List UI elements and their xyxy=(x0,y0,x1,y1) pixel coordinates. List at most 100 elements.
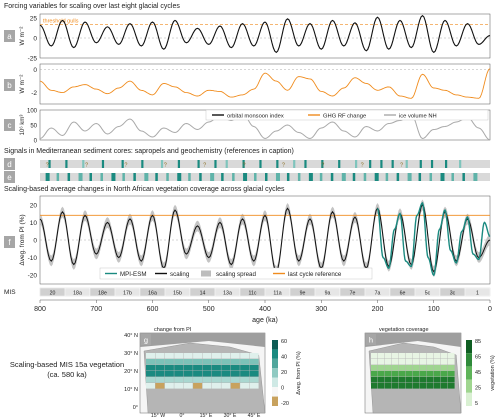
geochem-mark-31 xyxy=(385,173,389,181)
panel-f-ylabel: Δveg. from PI (%) xyxy=(19,214,26,265)
panel-b-frame xyxy=(39,63,491,105)
map-h-cell xyxy=(385,353,392,359)
map-g-lat-label: 20° N xyxy=(124,369,138,375)
map-g-cell xyxy=(230,359,240,365)
geochem-mark-30 xyxy=(374,173,379,181)
map-h-cell xyxy=(385,383,392,389)
mis-stage-5: 15b xyxy=(173,291,182,297)
panel-a-letter-box xyxy=(4,30,15,42)
geochem-mark-15 xyxy=(210,173,215,181)
map-h-cell xyxy=(385,377,392,383)
legend-f: MPI-ESM scaling scaling spread last cycle r… xyxy=(99,267,373,280)
geochem-mark-37 xyxy=(451,173,454,181)
map-g-cell xyxy=(211,371,221,377)
map-g-cell xyxy=(211,359,221,365)
map-h-cell xyxy=(399,371,406,377)
sapropel-uncertain-8: ? xyxy=(361,163,364,169)
geochem-mark-11 xyxy=(166,173,169,181)
map-g-cell xyxy=(174,377,184,383)
mis-stage-6: 14 xyxy=(200,291,206,297)
map-g-cell xyxy=(221,383,231,389)
map-h-cell xyxy=(392,377,399,383)
sapropel-mark-16 xyxy=(321,160,324,168)
map-g-cell xyxy=(240,365,250,371)
panel-b-ytick: -2 xyxy=(31,90,37,97)
legend-label-1: GHG RF change xyxy=(323,114,366,120)
map-h-cell xyxy=(448,377,455,383)
mis-stage-7: 13a xyxy=(223,291,232,297)
map-h-cell xyxy=(413,353,420,359)
panel-f-letter: f xyxy=(8,238,11,247)
mis-stage-17: 1 xyxy=(476,291,479,297)
x-tick-label: 100 xyxy=(428,306,440,313)
geochem-mark-34 xyxy=(418,173,422,181)
map-g-cell xyxy=(174,353,184,359)
map-g: change from PI g xyxy=(139,327,266,414)
map-g-cell xyxy=(146,365,156,371)
panel-c-letter-box xyxy=(4,119,15,131)
map-h-cell xyxy=(427,383,434,389)
panel-e-letter-box xyxy=(4,171,15,183)
geochem-mark-25 xyxy=(319,173,323,181)
map-h-cell xyxy=(406,371,413,377)
map-h-cell xyxy=(434,371,441,377)
map-g-cell xyxy=(146,377,156,383)
section-signals-title: Signals in Mediterranean sediment cores:… xyxy=(4,148,294,155)
map-h-cell xyxy=(399,353,406,359)
map-h-cell xyxy=(413,371,420,377)
sapropel-uncertain-1: ? xyxy=(85,163,88,169)
map-h-colorbar-seg xyxy=(466,392,472,406)
panel-c-letter: c xyxy=(8,121,12,130)
map-h-colorbar-tick: 25 xyxy=(475,386,481,392)
mis-stage-14: 6e xyxy=(400,291,406,297)
map-g-cell xyxy=(230,383,240,389)
mis-stage-11: 9a xyxy=(325,291,331,297)
geochem-mark-26 xyxy=(330,173,334,181)
map-g-letter: g xyxy=(144,336,148,345)
panel-c-ytick: 50 xyxy=(30,124,37,130)
map-h-cell xyxy=(392,359,399,365)
geochem-mark-38 xyxy=(462,173,465,181)
map-h-cell xyxy=(406,383,413,389)
ice-volume-line xyxy=(39,112,491,141)
mis-cell-17 xyxy=(464,287,491,297)
x-tick-label: 300 xyxy=(315,306,327,313)
geochem-mark-8 xyxy=(133,173,136,181)
map-g-colorbar-label: Δveg. from PI (%) xyxy=(296,351,302,395)
map-g-lon-label: 45° E xyxy=(248,413,261,417)
map-g-lat-label: 0° xyxy=(133,405,138,411)
geochem-mark-17 xyxy=(232,173,235,181)
map-h-colorbar-tick: 65 xyxy=(475,355,481,361)
map-h-colorbar-seg xyxy=(466,366,472,380)
map-g-colorbar: 60 40 20 0 -20 Δveg. from PI (%) xyxy=(272,339,302,407)
map-g-lon-label: 15° E xyxy=(200,413,213,417)
map-h-cell xyxy=(406,359,413,365)
geochem-mark-2 xyxy=(67,173,71,181)
panel-f-letter-box xyxy=(4,236,15,248)
panel-c-ytick: 100 xyxy=(27,109,38,115)
map-h-colorbar-label: vegetation (%) xyxy=(490,355,496,391)
map-h-cell xyxy=(441,365,448,371)
geochem-mark-1 xyxy=(56,173,60,181)
map-g-colorbar-seg xyxy=(272,377,278,388)
map-h-cell xyxy=(427,365,434,371)
sapropel-mark-9 xyxy=(214,160,217,168)
geochem-mark-12 xyxy=(177,173,182,181)
panel-a-frame xyxy=(39,13,491,59)
sapropel-uncertain-3: ? xyxy=(164,163,167,169)
map-g-colorbar-tick: 20 xyxy=(281,370,287,376)
map-g-cell xyxy=(202,371,212,377)
map-h-letter-box xyxy=(366,334,376,345)
map-h-cell xyxy=(385,359,392,365)
sapropel-mark-2 xyxy=(82,160,85,168)
sapropel-mark-3 xyxy=(101,160,105,168)
map-g-cell xyxy=(249,359,259,365)
map-h-cell xyxy=(434,365,441,371)
x-tick-label: 600 xyxy=(147,306,159,313)
sapropel-mark-25 xyxy=(445,160,448,168)
map-g-cell xyxy=(174,359,184,365)
map-h-cell xyxy=(378,353,385,359)
panel-e-letter: e xyxy=(7,173,12,182)
map-h-cell xyxy=(427,377,434,383)
mis-stage-1: 18a xyxy=(73,291,82,297)
